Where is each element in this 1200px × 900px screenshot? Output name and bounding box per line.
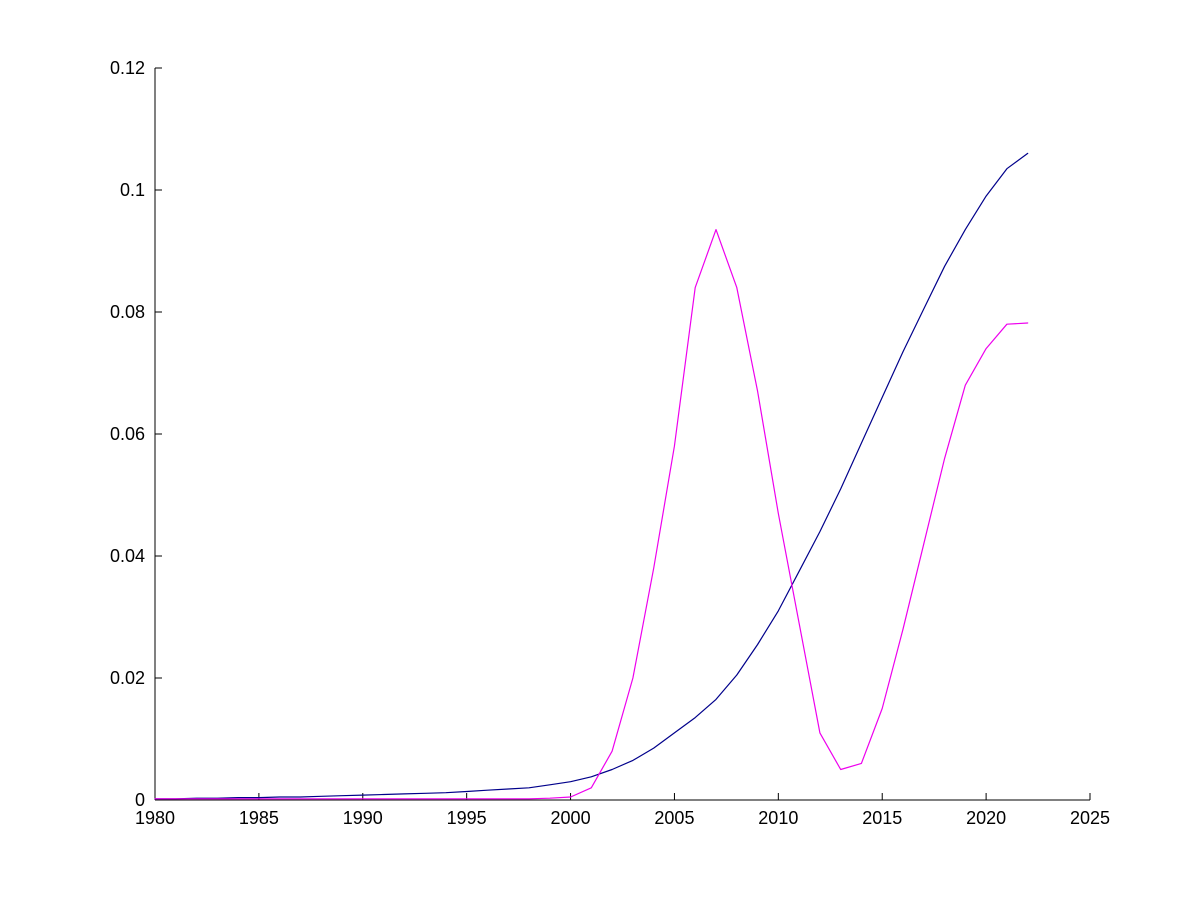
- y-tick-label: 0.1: [120, 180, 145, 200]
- x-tick-label: 1985: [239, 808, 279, 828]
- y-tick-label: 0.02: [110, 668, 145, 688]
- series-double-hump-rate-curve: [154, 229, 1029, 800]
- x-tick-label: 2000: [551, 808, 591, 828]
- x-tick-label: 2005: [654, 808, 694, 828]
- y-tick-label: 0.08: [110, 302, 145, 322]
- y-tick-label: 0.04: [110, 546, 145, 566]
- y-tick-label: 0.12: [110, 58, 145, 78]
- x-tick-label: 2020: [966, 808, 1006, 828]
- y-tick-label: 0: [135, 790, 145, 810]
- x-tick-label: 2015: [862, 808, 902, 828]
- x-tick-label: 1990: [343, 808, 383, 828]
- x-tick-label: 1995: [447, 808, 487, 828]
- y-tick-label: 0.06: [110, 424, 145, 444]
- x-tick-label: 2010: [758, 808, 798, 828]
- x-tick-label: 1980: [135, 808, 175, 828]
- series-smooth-cumulative-curve: [154, 152, 1029, 800]
- x-tick-label: 2025: [1070, 808, 1110, 828]
